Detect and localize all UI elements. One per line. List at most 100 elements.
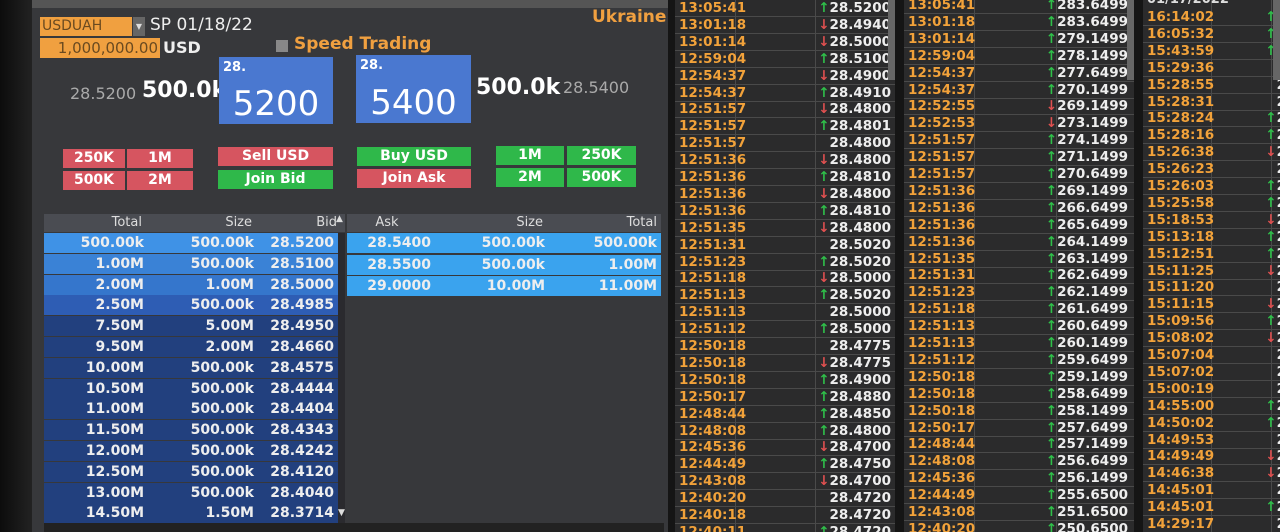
trade-row[interactable]: 12:48:44 ↑257.1499	[904, 436, 1134, 454]
trade-row[interactable]: 16:14:02↑2	[1143, 9, 1280, 26]
trade-row[interactable]: 12:51:23 ↑262.1499	[904, 284, 1134, 302]
trade-row[interactable]: 15:18:53 ↓2	[1143, 212, 1280, 229]
trade-row[interactable]: 12:51:18 ↓28.5000	[675, 270, 895, 288]
trade-row[interactable]: 13:05:41 ↑283.6499	[904, 0, 1134, 14]
trade-row[interactable]: 15:26:23 2	[1143, 161, 1280, 179]
trade-row[interactable]: 12:54:37 ↑270.1499	[904, 82, 1134, 99]
col-ask[interactable]: Ask	[347, 214, 431, 232]
trade-row[interactable]: 14:55:00 ↑2	[1143, 398, 1280, 415]
trade-row[interactable]: 15:12:51 ↑2	[1143, 246, 1280, 263]
trade-row[interactable]: 15:13:18 ↑2	[1143, 229, 1280, 246]
trade-row[interactable]: 12:51:13 ↑260.6499	[904, 318, 1134, 336]
join-ask-button[interactable]: Join Ask	[357, 169, 471, 188]
buy-usd-button[interactable]: Buy USD	[357, 147, 471, 166]
trade-row[interactable]: 13:05:41 ↑28.5200	[675, 0, 895, 17]
bid-row[interactable]: 1.00M 500.00k 28.5100	[44, 253, 338, 274]
buy-250k-button[interactable]: 250K	[567, 146, 636, 165]
trade-row[interactable]: 12:51:13 ↑28.5020	[675, 287, 895, 305]
trade-row[interactable]: 15:43:59↑2	[1143, 43, 1280, 60]
sell-250k-button[interactable]: 250K	[63, 149, 125, 168]
bid-row[interactable]: 2.00M 1.00M 28.5000	[44, 274, 338, 295]
trade-row[interactable]: 12:40:18 28.4720	[675, 507, 895, 524]
buy-1m-button[interactable]: 1M	[496, 146, 564, 165]
trade-row[interactable]: 12:51:36 ↑265.6499	[904, 217, 1134, 234]
amount-input[interactable]: 1,000,000.00	[40, 38, 160, 58]
trade-row[interactable]: 14:45:01 ↑2	[1143, 499, 1280, 517]
trade-row[interactable]: 12:51:18 ↑261.6499	[904, 301, 1134, 319]
trade-row[interactable]: 15:28:55 2	[1143, 77, 1280, 94]
col-bid-total[interactable]: Total	[44, 214, 146, 232]
trade-row[interactable]: 12:51:35 ↑263.1499	[904, 251, 1134, 268]
trade-row[interactable]: 15:08:02 ↓2	[1143, 330, 1280, 348]
col-bid[interactable]: Bid	[256, 214, 345, 232]
bid-row[interactable]: 2.50M 500.00k 28.4985	[44, 295, 338, 316]
trade-row[interactable]: 13:01:18 ↑283.6499	[904, 14, 1134, 31]
buy-500k-button[interactable]: 500K	[567, 168, 636, 187]
trade-row[interactable]: 15:28:31 2	[1143, 94, 1280, 111]
trade-row[interactable]: 12:54:37 ↑28.4910	[675, 85, 895, 102]
bid-row[interactable]: 11.00M 500.00k 28.4404	[44, 399, 338, 420]
trade-row[interactable]: 14:49:53 2	[1143, 432, 1280, 449]
trade-row[interactable]: 12:59:04 ↑278.1499	[904, 48, 1134, 65]
bid-row[interactable]: 13.00M 500.00k 28.4040	[44, 482, 338, 503]
trade-row[interactable]: 15:25:58 ↑2	[1143, 195, 1280, 212]
sell-500k-button[interactable]: 500K	[63, 171, 125, 190]
sell-price-box[interactable]: 28. 5200	[219, 57, 333, 124]
trade-row[interactable]: 15:29:362	[1143, 60, 1280, 77]
trade-row[interactable]: 12:50:18 ↓28.4775	[675, 355, 895, 372]
trade-row[interactable]: 14:45:01 2	[1143, 482, 1280, 500]
trade-row[interactable]: 14:29:17 2	[1143, 516, 1280, 532]
trade-row[interactable]: 15:11:25 ↓2	[1143, 263, 1280, 280]
trade-row[interactable]: 12:51:36 ↓28.4800	[675, 186, 895, 203]
trade-row[interactable]: 12:50:17 ↑257.6499	[904, 420, 1134, 437]
trade-row[interactable]: 12:51:57 ↓28.4800	[675, 101, 895, 119]
trade-row[interactable]: 12:51:36 ↓28.4800	[675, 152, 895, 170]
buy-price-box[interactable]: 28. 5400	[356, 55, 471, 123]
trade-row[interactable]: 12:50:18 ↑258.6499	[904, 386, 1134, 403]
trade-row[interactable]: 15:09:56 ↑2	[1143, 313, 1280, 331]
trade-row[interactable]: 15:07:02 2	[1143, 364, 1280, 381]
sort-asc-icon[interactable]: ▲	[336, 214, 343, 224]
col-ask-total[interactable]: Total	[547, 214, 661, 232]
trade-row[interactable]: 12:48:44 ↑28.4850	[675, 406, 895, 423]
trade-row[interactable]: 15:26:03 ↑2	[1143, 178, 1280, 195]
trade-row[interactable]: 12:44:49 ↑255.6500	[904, 487, 1134, 505]
bid-row[interactable]: 10.00M 500.00k 28.4575	[44, 357, 338, 378]
trade-row[interactable]: 14:49:49 ↓2	[1143, 448, 1280, 466]
trade-row[interactable]: 16:05:32↑2	[1143, 26, 1280, 43]
trade-row[interactable]: 12:51:36 ↑28.4810	[675, 203, 895, 220]
trade-row[interactable]: 12:54:37 ↑277.6499	[904, 65, 1134, 82]
sell-1m-button[interactable]: 1M	[127, 149, 193, 168]
trade-row[interactable]: 12:43:08 ↓28.4700	[675, 473, 895, 491]
trade-row[interactable]: 12:51:12 ↑28.5000	[675, 321, 895, 339]
bid-row[interactable]: 10.50M 500.00k 28.4444	[44, 378, 338, 399]
trade-row[interactable]: 12:51:57 28.4800	[675, 135, 895, 153]
trade-row[interactable]: 15:28:16 ↑2	[1143, 127, 1280, 145]
trade-row[interactable]: 12:44:49 ↑28.4750	[675, 456, 895, 474]
trade-row[interactable]: 12:48:08 ↑28.4800	[675, 423, 895, 440]
sell-usd-button[interactable]: Sell USD	[218, 147, 333, 166]
ask-row[interactable]: 28.5400 500.00k 500.00k	[347, 233, 661, 253]
bid-scrollbar[interactable]	[338, 233, 345, 525]
trade-row[interactable]: 12:50:18 ↑258.1499	[904, 403, 1134, 420]
trade-row[interactable]: 12:43:08 ↑251.6500	[904, 504, 1134, 521]
trade-row[interactable]: 12:51:57 ↑28.4801	[675, 118, 895, 136]
trade-row[interactable]: 13:01:14 ↑279.1499	[904, 31, 1134, 48]
trade-row[interactable]: 12:51:57 ↑270.6499	[904, 166, 1134, 183]
buy-2m-button[interactable]: 2M	[496, 168, 564, 187]
trade-row[interactable]: 12:51:57 ↑274.1499	[904, 132, 1134, 150]
ask-row[interactable]: 28.5500 500.00k 1.00M	[347, 254, 661, 275]
bid-row[interactable]: 500.00k 500.00k 28.5200	[44, 233, 338, 253]
bid-row[interactable]: 12.00M 500.00k 28.4242	[44, 441, 338, 461]
trade-row[interactable]: 12:50:18 ↑259.1499	[904, 369, 1134, 386]
scroll-down-icon[interactable]: ▼	[338, 508, 345, 518]
trade-row[interactable]: 12:59:04 ↑28.5100	[675, 51, 895, 68]
feed-scrollbar[interactable]	[888, 0, 895, 80]
trade-row[interactable]: 14:46:38 ↓2	[1143, 465, 1280, 483]
speed-trading-checkbox[interactable]	[276, 40, 288, 52]
trade-row[interactable]: 12:40:11 ↑28.4720	[675, 524, 895, 532]
bid-row[interactable]: 12.50M 500.00k 28.4120	[44, 461, 338, 482]
trade-row[interactable]: 15:26:38 ↓2	[1143, 144, 1280, 162]
trade-row[interactable]: 15:11:15 ↓2	[1143, 296, 1280, 314]
bid-row[interactable]: 11.50M 500.00k 28.4343	[44, 420, 338, 441]
